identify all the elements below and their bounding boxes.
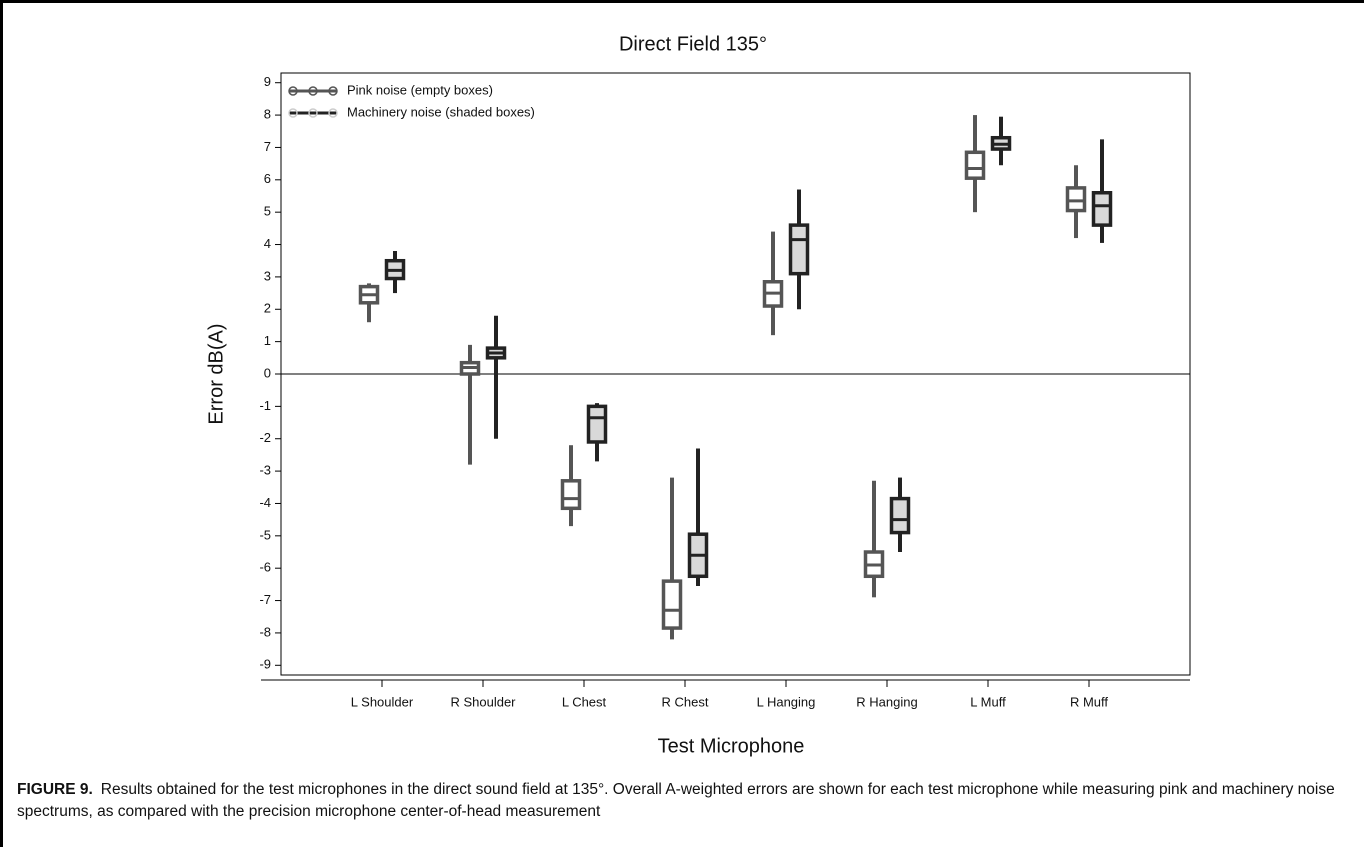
y-axis-label: Error dB(A) [205,323,227,424]
x-tick-label: R Shoulder [450,694,516,709]
x-axis-label: Test Microphone [658,735,805,757]
legend-marker [308,86,318,96]
y-tick-label: -9 [259,657,271,672]
caption-label: FIGURE 9. [17,781,93,798]
y-tick-label: 7 [264,139,271,154]
x-tick-label: L Shoulder [351,694,414,709]
y-tick-label: -1 [259,398,271,413]
box [964,150,986,180]
y-tick-label: -3 [259,463,271,478]
x-tick-label: L Hanging [757,694,816,709]
box [586,404,608,444]
chart: Direct Field 135° Error dB(A) Test Micro… [205,33,1191,757]
y-tick-label: -6 [259,560,271,575]
y-tick-label: 2 [264,301,271,316]
legend-marker [328,86,338,96]
y-tick-label: 5 [264,204,271,219]
y-tick-label: -2 [259,430,271,445]
legend-label: Machinery noise (shaded boxes) [347,104,535,119]
x-tick-label: L Chest [562,694,607,709]
legend-marker [288,86,298,96]
y-tick-label: 4 [264,236,271,251]
x-tick-label: R Chest [662,694,709,709]
caption: FIGURE 9. Results obtained for the test m… [17,779,1357,823]
x-tick-label: R Muff [1070,694,1108,709]
box [661,579,683,630]
y-tick-label: -4 [259,495,271,510]
box [560,479,582,511]
y-tick-label: -8 [259,624,271,639]
y-tick-label: 8 [264,107,271,122]
x-tick-label: L Muff [970,694,1006,709]
y-tick-label: 9 [264,74,271,89]
y-tick-label: 6 [264,171,271,186]
legend-marker [308,108,318,118]
y-tick-label: -5 [259,527,271,542]
box [1065,186,1087,213]
y-tick-label: 1 [264,333,271,348]
legend-label: Pink noise (empty boxes) [347,82,493,97]
y-tick-label: -7 [259,592,271,607]
y-tick-label: 0 [264,365,271,380]
chart-title: Direct Field 135° [619,33,767,55]
box [889,496,911,535]
caption-text: Results obtained for the test microphone… [17,781,1335,820]
box [1091,191,1113,227]
legend-marker [288,108,298,118]
box [788,223,810,276]
x-tick-label: R Hanging [856,694,917,709]
y-tick-label: 3 [264,268,271,283]
legend-marker [328,108,338,118]
